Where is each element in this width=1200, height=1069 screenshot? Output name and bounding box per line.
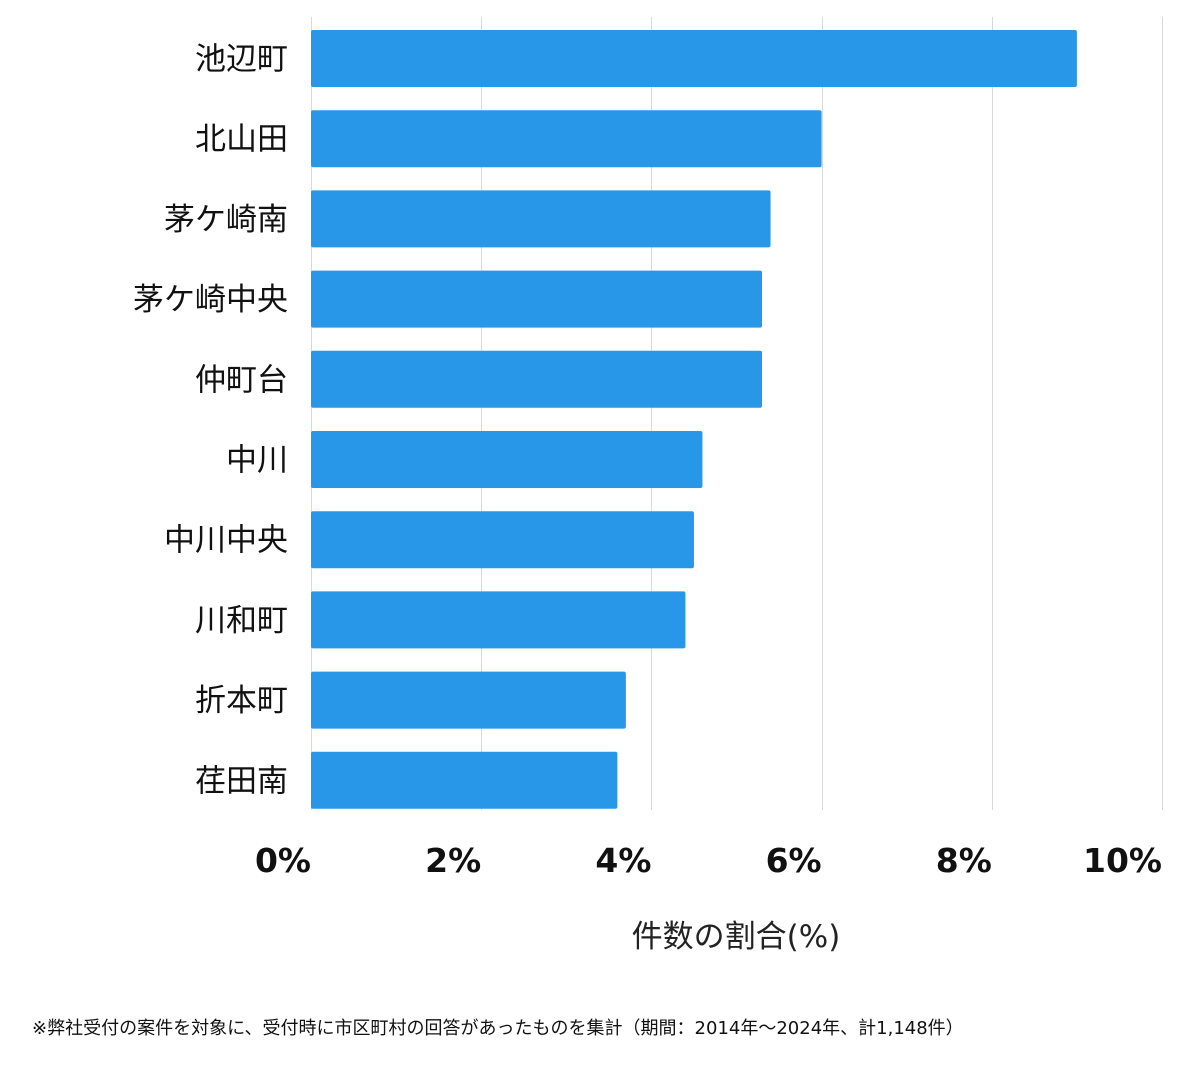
tick-label-3: 6%: [766, 841, 822, 880]
bar-8: [311, 671, 626, 729]
category-label-0: 池辺町: [195, 42, 288, 78]
category-label-5: 中川: [226, 443, 288, 479]
x-axis-title: 件数の割合(%): [632, 919, 841, 955]
category-label-6: 中川中央: [164, 523, 288, 559]
tick-label-5: 10%: [1083, 841, 1162, 880]
category-label-3: 茅ケ崎中央: [133, 282, 288, 318]
bar-9: [311, 751, 618, 809]
bar-1: [311, 110, 822, 168]
category-label-4: 仲町台: [195, 362, 288, 398]
bar-5: [311, 431, 703, 488]
bar-3: [311, 270, 763, 328]
bar-4: [311, 350, 763, 408]
category-label-7: 川和町: [195, 603, 288, 639]
category-label-8: 折本町: [195, 683, 288, 719]
tick-label-0: 0%: [255, 841, 311, 880]
bar-6: [311, 511, 694, 569]
x-tick-labels: 0% 2% 4% 6% 8% 10%: [255, 841, 1162, 880]
bars: [311, 30, 1077, 809]
tick-label-1: 2%: [425, 841, 481, 880]
bar-0: [311, 30, 1077, 87]
tick-label-2: 4%: [595, 841, 651, 880]
category-label-9: 荏田南: [195, 763, 288, 799]
bar-2: [311, 190, 771, 248]
category-label-1: 北山田: [195, 122, 288, 158]
footnote: ※弊社受付の案件を対象に、受付時に市区町村の回答があったものを集計（期間：201…: [32, 1018, 964, 1039]
category-label-2: 茅ケ崎南: [164, 202, 288, 238]
bar-7: [311, 591, 686, 649]
tick-label-4: 8%: [936, 841, 992, 880]
